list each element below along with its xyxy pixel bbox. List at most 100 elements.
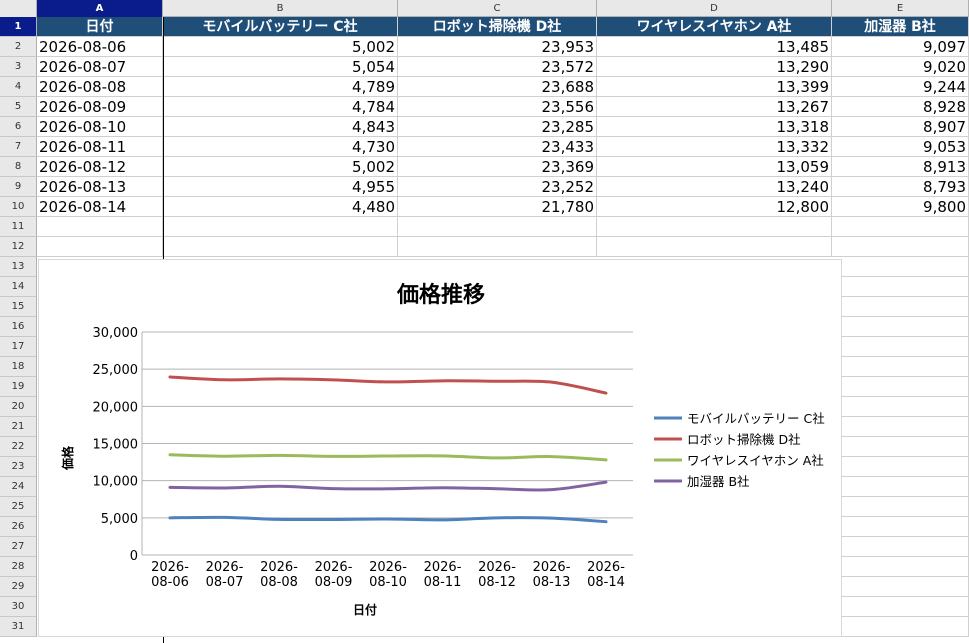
table-cell[interactable]: 4,955 bbox=[163, 177, 398, 197]
table-cell[interactable] bbox=[832, 477, 969, 497]
row-header-9[interactable]: 9 bbox=[0, 177, 37, 197]
table-cell[interactable]: 8,928 bbox=[832, 97, 969, 117]
table-cell[interactable]: 2026-08-10 bbox=[37, 117, 163, 137]
row-header-18[interactable]: 18 bbox=[0, 357, 37, 377]
table-cell[interactable] bbox=[832, 317, 969, 337]
table-cell[interactable] bbox=[163, 237, 398, 257]
table-cell[interactable]: 23,369 bbox=[398, 157, 597, 177]
table-cell[interactable] bbox=[832, 357, 969, 377]
table-cell[interactable]: 21,780 bbox=[398, 197, 597, 217]
table-cell[interactable] bbox=[832, 437, 969, 457]
row-header-29[interactable]: 29 bbox=[0, 577, 37, 597]
table-cell[interactable]: 4,784 bbox=[163, 97, 398, 117]
table-cell[interactable]: 2026-08-13 bbox=[37, 177, 163, 197]
table-cell[interactable]: 13,318 bbox=[597, 117, 832, 137]
row-header-20[interactable]: 20 bbox=[0, 397, 37, 417]
table-cell[interactable] bbox=[832, 297, 969, 317]
table-cell[interactable]: 23,688 bbox=[398, 77, 597, 97]
table-cell[interactable]: 13,290 bbox=[597, 57, 832, 77]
table-cell[interactable]: 23,556 bbox=[398, 97, 597, 117]
table-cell[interactable]: 13,059 bbox=[597, 157, 832, 177]
table-cell[interactable] bbox=[597, 217, 832, 237]
row-header-21[interactable]: 21 bbox=[0, 417, 37, 437]
table-cell[interactable]: 23,285 bbox=[398, 117, 597, 137]
row-header-15[interactable]: 15 bbox=[0, 297, 37, 317]
table-cell[interactable] bbox=[832, 237, 969, 257]
table-cell[interactable]: 23,572 bbox=[398, 57, 597, 77]
table-cell[interactable] bbox=[832, 557, 969, 577]
row-header-25[interactable]: 25 bbox=[0, 497, 37, 517]
table-cell[interactable]: 4,730 bbox=[163, 137, 398, 157]
table-cell[interactable]: 2026-08-09 bbox=[37, 97, 163, 117]
column-header-d[interactable]: D bbox=[597, 0, 832, 17]
table-cell[interactable] bbox=[832, 217, 969, 237]
row-header-10[interactable]: 10 bbox=[0, 197, 37, 217]
table-cell[interactable] bbox=[832, 337, 969, 357]
table-cell[interactable] bbox=[832, 577, 969, 597]
row-header-26[interactable]: 26 bbox=[0, 517, 37, 537]
table-cell[interactable] bbox=[832, 537, 969, 557]
table-cell[interactable]: 2026-08-11 bbox=[37, 137, 163, 157]
column-header-b[interactable]: B bbox=[163, 0, 398, 17]
row-header-8[interactable]: 8 bbox=[0, 157, 37, 177]
table-cell[interactable]: 9,053 bbox=[832, 137, 969, 157]
header-cell[interactable]: 加湿器 B社 bbox=[832, 17, 969, 37]
header-cell[interactable]: ワイヤレスイヤホン A社 bbox=[597, 17, 832, 37]
table-cell[interactable]: 13,267 bbox=[597, 97, 832, 117]
table-cell[interactable] bbox=[832, 257, 969, 277]
row-header-16[interactable]: 16 bbox=[0, 317, 37, 337]
row-header-22[interactable]: 22 bbox=[0, 437, 37, 457]
table-cell[interactable] bbox=[597, 237, 832, 257]
row-header-31[interactable]: 31 bbox=[0, 617, 37, 637]
header-cell[interactable]: 日付 bbox=[37, 17, 163, 37]
row-header-17[interactable]: 17 bbox=[0, 337, 37, 357]
column-header-c[interactable]: C bbox=[398, 0, 597, 17]
row-header-1[interactable]: 1 bbox=[0, 17, 37, 37]
select-all-corner[interactable] bbox=[0, 0, 37, 17]
table-cell[interactable] bbox=[832, 377, 969, 397]
table-cell[interactable] bbox=[832, 417, 969, 437]
header-cell[interactable]: ロボット掃除機 D社 bbox=[398, 17, 597, 37]
column-header-e[interactable]: E bbox=[832, 0, 969, 17]
table-cell[interactable]: 2026-08-08 bbox=[37, 77, 163, 97]
table-cell[interactable]: 9,097 bbox=[832, 37, 969, 57]
table-cell[interactable] bbox=[37, 237, 163, 257]
table-cell[interactable] bbox=[398, 217, 597, 237]
table-cell[interactable] bbox=[832, 277, 969, 297]
table-cell[interactable]: 2026-08-12 bbox=[37, 157, 163, 177]
table-cell[interactable]: 12,800 bbox=[597, 197, 832, 217]
table-cell[interactable]: 2026-08-06 bbox=[37, 37, 163, 57]
row-header-7[interactable]: 7 bbox=[0, 137, 37, 157]
table-cell[interactable]: 2026-08-07 bbox=[37, 57, 163, 77]
row-header-13[interactable]: 13 bbox=[0, 257, 37, 277]
table-cell[interactable] bbox=[832, 617, 969, 637]
row-header-28[interactable]: 28 bbox=[0, 557, 37, 577]
table-cell[interactable]: 23,252 bbox=[398, 177, 597, 197]
table-cell[interactable] bbox=[163, 217, 398, 237]
table-cell[interactable]: 5,054 bbox=[163, 57, 398, 77]
row-header-6[interactable]: 6 bbox=[0, 117, 37, 137]
row-header-12[interactable]: 12 bbox=[0, 237, 37, 257]
table-cell[interactable]: 5,002 bbox=[163, 157, 398, 177]
table-cell[interactable] bbox=[832, 457, 969, 477]
table-cell[interactable]: 9,244 bbox=[832, 77, 969, 97]
line-chart[interactable]: 価格推移 0 5,000 10,000 15,000 20,000 25,000 30,000… bbox=[38, 259, 842, 637]
table-cell[interactable]: 23,953 bbox=[398, 37, 597, 57]
row-header-27[interactable]: 27 bbox=[0, 537, 37, 557]
row-header-14[interactable]: 14 bbox=[0, 277, 37, 297]
row-header-19[interactable]: 19 bbox=[0, 377, 37, 397]
table-cell[interactable]: 9,800 bbox=[832, 197, 969, 217]
table-cell[interactable]: 8,793 bbox=[832, 177, 969, 197]
table-cell[interactable] bbox=[832, 597, 969, 617]
table-cell[interactable] bbox=[832, 397, 969, 417]
row-header-2[interactable]: 2 bbox=[0, 37, 37, 57]
table-cell[interactable] bbox=[832, 497, 969, 517]
table-cell[interactable]: 4,789 bbox=[163, 77, 398, 97]
table-cell[interactable]: 8,907 bbox=[832, 117, 969, 137]
table-cell[interactable]: 8,913 bbox=[832, 157, 969, 177]
table-cell[interactable]: 23,433 bbox=[398, 137, 597, 157]
table-cell[interactable]: 9,020 bbox=[832, 57, 969, 77]
table-cell[interactable] bbox=[37, 217, 163, 237]
row-header-3[interactable]: 3 bbox=[0, 57, 37, 77]
table-cell[interactable]: 13,399 bbox=[597, 77, 832, 97]
